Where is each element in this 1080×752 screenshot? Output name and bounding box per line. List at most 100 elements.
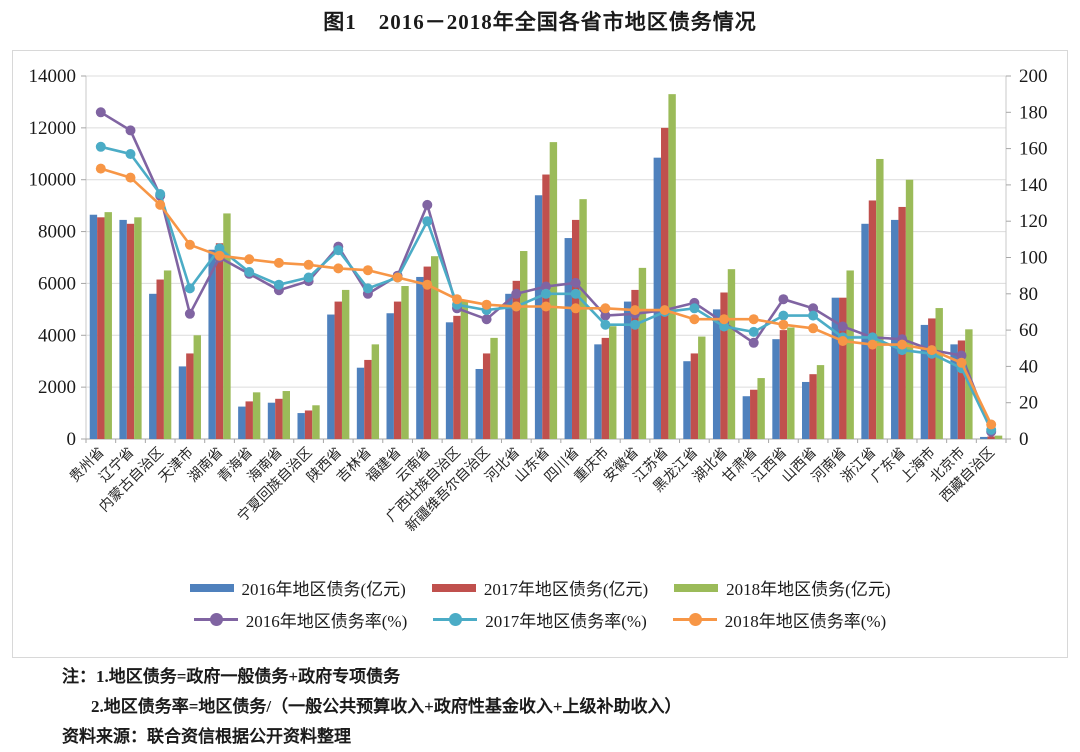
data-point-marker [837, 336, 848, 346]
svg-text:200: 200 [1019, 66, 1048, 87]
bar-series-2017年地区债务(亿元) [97, 127, 995, 440]
bar [787, 327, 795, 439]
legend-item-2018-debt[interactable]: 2018年地区债务(亿元) [674, 575, 890, 600]
bar [831, 297, 840, 439]
data-point-marker [422, 199, 433, 210]
bar [623, 301, 632, 439]
data-point-marker [778, 294, 789, 305]
data-point-marker [897, 339, 908, 350]
left-axis-labels: 0 2000 4000 6000 8000 10000 12000 14000 [29, 66, 77, 450]
bar [356, 367, 365, 439]
bar [772, 339, 780, 439]
legend-swatch-2017-debt [431, 583, 476, 592]
legend-item-2017-ratio[interactable]: 2017年地区债务率(%) [433, 607, 647, 632]
legend-item-2016-ratio[interactable]: 2016年地区债务率(%) [193, 607, 408, 632]
bar [156, 279, 164, 439]
legend-label-2016-debt: 2016年地区债务(亿元) [241, 580, 406, 599]
bar [97, 217, 105, 439]
bar [609, 326, 617, 439]
bar [779, 330, 788, 439]
bar [460, 300, 469, 439]
data-point-marker [541, 301, 551, 312]
bar [868, 200, 877, 439]
legend-label-2016-ratio: 2016年地区债务率(%) [245, 612, 408, 631]
footnote-2: 2.地区债务率=地区债务/（一般公共预算收入+政府性基金收入+上级补助收入） [91, 697, 682, 716]
data-point-marker [600, 319, 611, 330]
data-point-marker [600, 310, 611, 321]
data-point-marker [303, 259, 314, 270]
bar [208, 249, 216, 439]
data-point-marker [570, 303, 581, 314]
data-point-marker [155, 199, 166, 210]
data-point-marker [214, 250, 225, 261]
bar [534, 195, 543, 439]
data-point-marker [689, 303, 700, 314]
bar [126, 223, 135, 439]
bar [163, 270, 172, 439]
footnote-1: 注：1.地区债务=政府一般债务+政府专项债务 [62, 667, 401, 686]
legend-swatch-2018-debt [674, 583, 719, 592]
bar [994, 435, 1003, 439]
legend-item-2018-ratio[interactable]: 2018年地区债务率(%) [672, 607, 886, 632]
debt-chart: 0 2000 4000 6000 8000 10000 12000 14000 0 20 40 60 8… [29, 66, 1048, 535]
bar [134, 217, 142, 439]
bar [282, 391, 290, 439]
bar [223, 213, 231, 439]
data-point-marker [422, 216, 433, 227]
legend-marker-2016-ratio [193, 613, 238, 626]
bar [549, 142, 558, 439]
bar [920, 324, 929, 439]
data-point-marker [511, 301, 522, 312]
bar [297, 413, 305, 439]
data-point-marker [422, 279, 433, 290]
data-point-marker [333, 245, 344, 256]
svg-text:60: 60 [1019, 320, 1038, 341]
data-point-marker [986, 419, 997, 430]
svg-text:14000: 14000 [29, 66, 77, 87]
legend-row-lines: 2016年地区债务率(%) 2017年地区债务率(%) 2018年地区债务率(%… [193, 607, 886, 632]
data-point-marker [95, 163, 106, 174]
data-point-marker [244, 267, 255, 277]
bar [564, 238, 572, 439]
svg-text:160: 160 [1019, 139, 1048, 160]
data-point-marker [155, 189, 166, 199]
data-point-marker [808, 310, 819, 321]
bar [690, 353, 699, 439]
svg-text:120: 120 [1019, 211, 1048, 232]
data-point-marker [600, 303, 611, 314]
bar [905, 179, 914, 439]
bar [571, 219, 580, 439]
bar [661, 127, 669, 440]
bar [215, 243, 224, 439]
bar [482, 353, 491, 439]
bar [683, 361, 691, 439]
chart-title: 图1 2016－2018年全国各省市地区债务情况 [323, 10, 757, 34]
bar [802, 381, 810, 439]
data-point-marker [481, 299, 492, 310]
data-point-marker [867, 339, 878, 350]
legend-item-2016-debt[interactable]: 2016年地区债务(亿元) [189, 575, 406, 600]
bar [149, 293, 157, 439]
footnotes: 注：1.地区债务=政府一般债务+政府专项债务 2.地区债务率=地区债务/（一般公… [62, 662, 682, 752]
data-point-marker [867, 332, 878, 343]
bar [712, 309, 721, 439]
legend-row-bars: 2016年地区债务(亿元) 2017年地区债务(亿元) 2018年地区债务(亿元… [189, 575, 890, 600]
bar [898, 206, 906, 439]
bar [809, 374, 817, 439]
legend-item-2017-debt[interactable]: 2017年地区债务(亿元) [431, 575, 648, 600]
data-point-marker [956, 350, 967, 361]
bar [341, 289, 350, 439]
bar [839, 297, 847, 439]
data-point-marker [511, 288, 522, 299]
bar [312, 405, 320, 439]
bar [245, 401, 253, 439]
bar [267, 402, 276, 439]
data-point-marker [748, 337, 759, 348]
bar [89, 214, 98, 439]
data-point-marker [630, 305, 640, 316]
bar [371, 344, 380, 439]
bar [275, 398, 283, 439]
bar [861, 223, 869, 439]
data-point-marker [184, 283, 195, 294]
svg-text:40: 40 [1019, 356, 1038, 377]
